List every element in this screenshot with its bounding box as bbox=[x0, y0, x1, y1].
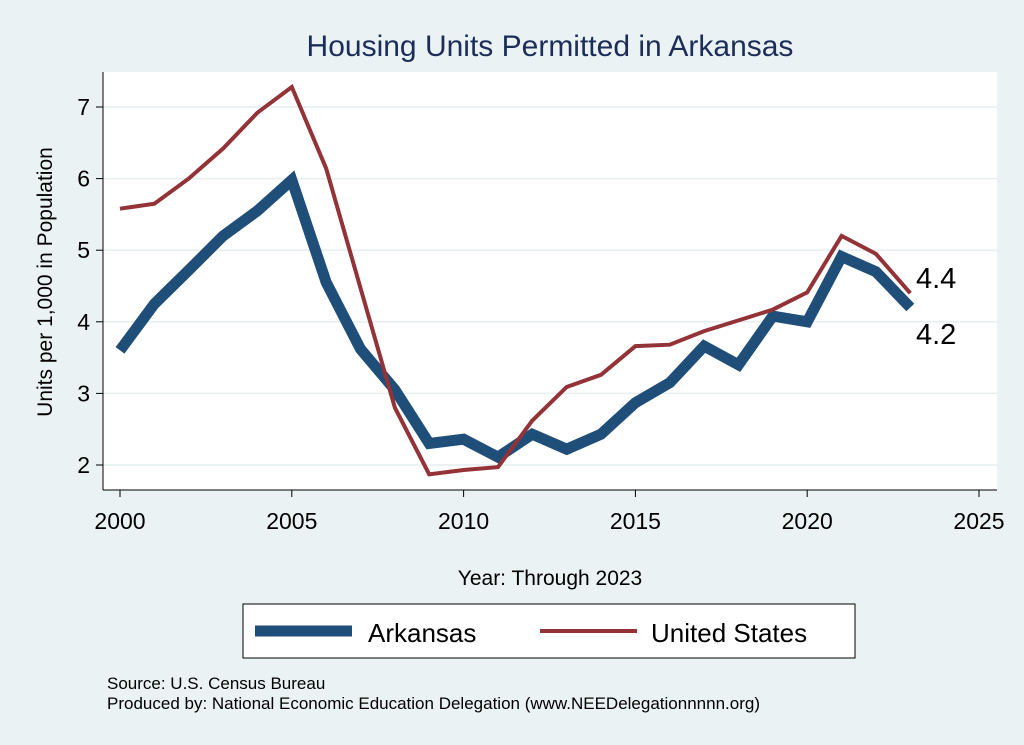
x-tick-label: 2025 bbox=[953, 508, 1004, 534]
plot-area bbox=[103, 72, 997, 490]
chart-title: Housing Units Permitted in Arkansas bbox=[307, 30, 794, 63]
y-tick-label: 2 bbox=[77, 452, 90, 478]
produced-by-note: Produced by: National Economic Education… bbox=[107, 694, 760, 713]
y-axis-title: Units per 1,000 in Population bbox=[34, 147, 57, 417]
x-axis-title: Year: Through 2023 bbox=[458, 567, 643, 590]
gridlines bbox=[103, 106, 997, 466]
legend: Arkansas United States bbox=[242, 603, 856, 659]
arkansas-end-label: 4.2 bbox=[916, 319, 956, 351]
united-states-series-line bbox=[119, 83, 912, 477]
legend-label-arkansas: Arkansas bbox=[368, 618, 476, 648]
y-tick-label: 7 bbox=[77, 94, 90, 120]
y-tick-label: 3 bbox=[77, 380, 90, 406]
source-note: Source: U.S. Census Bureau bbox=[107, 674, 325, 693]
x-tick-label: 2000 bbox=[94, 508, 145, 534]
x-tick-label: 2015 bbox=[610, 508, 661, 534]
y-tick-label: 6 bbox=[77, 166, 90, 192]
series-lines bbox=[115, 83, 915, 477]
y-tick-label: 5 bbox=[77, 237, 90, 263]
x-tick-label: 2010 bbox=[438, 508, 489, 534]
legend-label-united-states: United States bbox=[651, 618, 807, 648]
y-tick-label: 4 bbox=[77, 309, 90, 335]
axes: 2 3 4 5 6 7 2000 2005 2010 2015 2020 2025 bbox=[77, 72, 1005, 534]
united-states-end-label: 4.4 bbox=[916, 263, 956, 295]
x-tick-label: 2005 bbox=[266, 508, 317, 534]
x-tick-label: 2020 bbox=[782, 508, 833, 534]
